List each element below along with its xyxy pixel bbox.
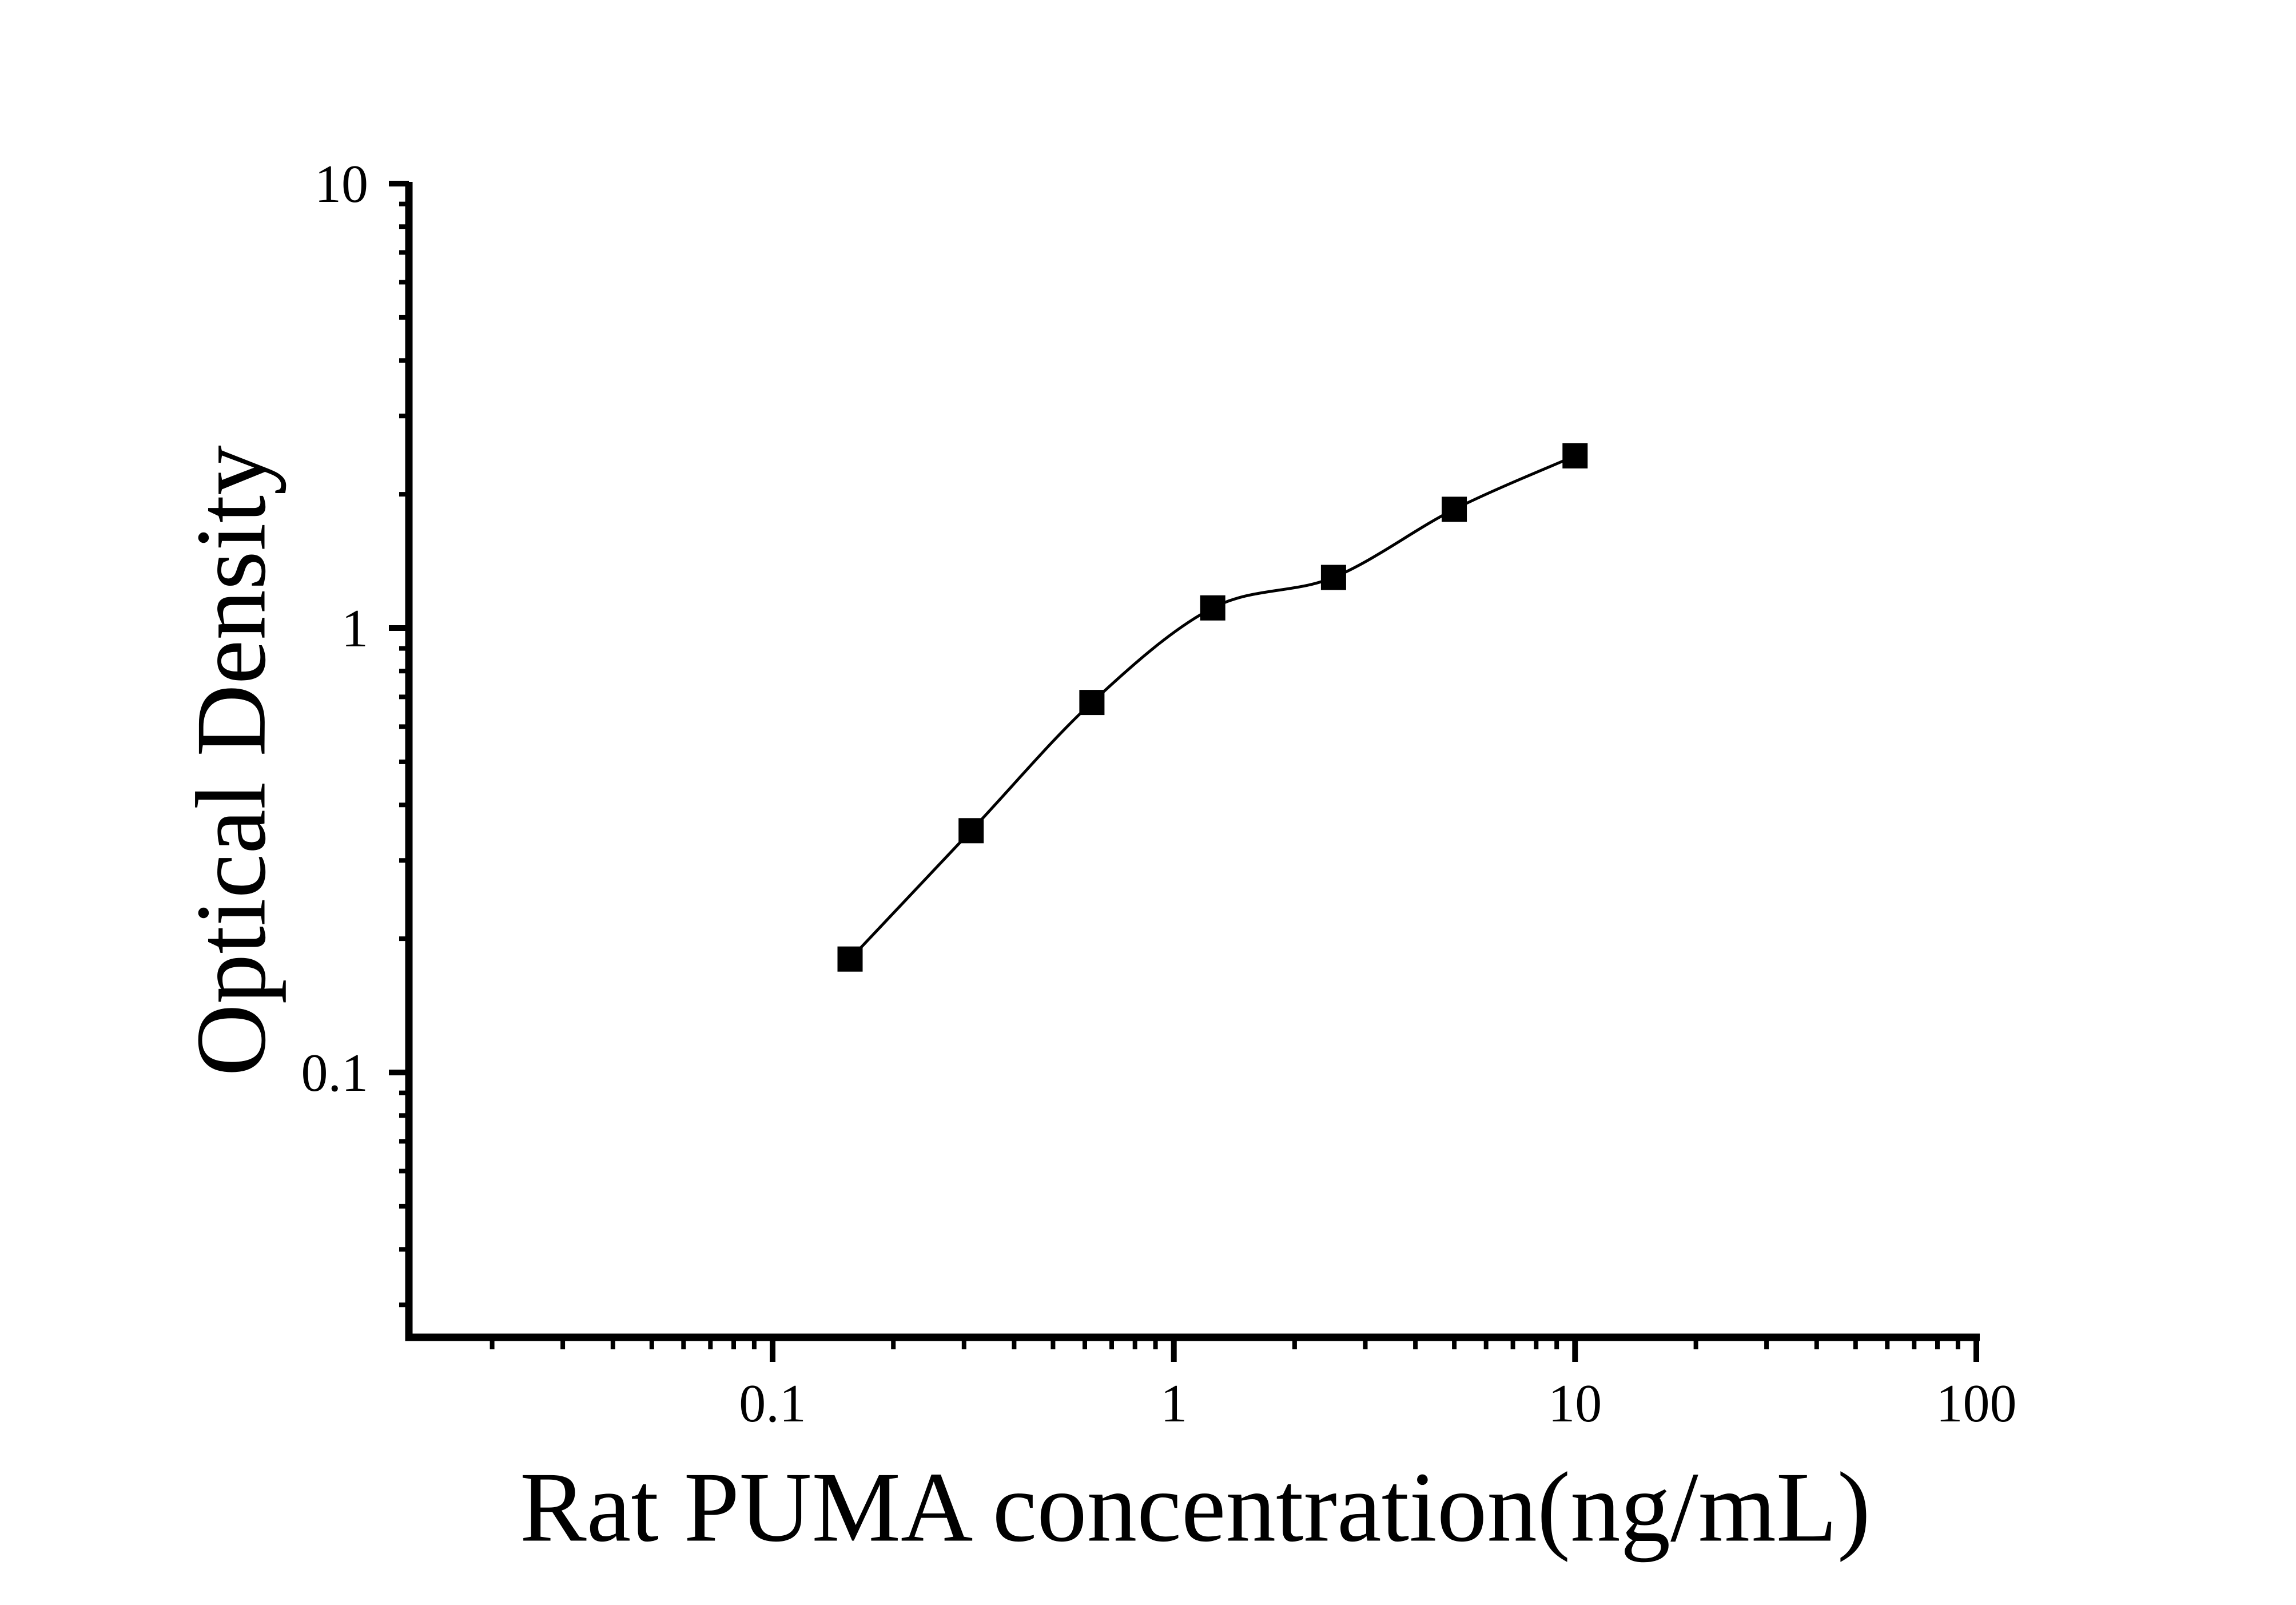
x-tick-label: 1 xyxy=(1160,1374,1187,1433)
data-point-marker xyxy=(1200,595,1225,621)
y-axis-title: Optical Density xyxy=(175,445,286,1076)
x-tick-label: 0.1 xyxy=(739,1374,806,1433)
y-tick-label: 1 xyxy=(341,599,368,658)
y-tick-label: 0.1 xyxy=(301,1043,369,1103)
data-point-marker xyxy=(1442,496,1467,522)
axis-spines xyxy=(405,182,1980,1341)
x-axis: 0.1 1 10 100 xyxy=(490,1337,2017,1433)
x-tick-label: 100 xyxy=(1936,1374,2017,1433)
data-point-marker xyxy=(837,946,863,972)
data-point-marker xyxy=(1079,690,1105,716)
y-axis: 10 1 0.1 xyxy=(301,154,409,1308)
data-point-marker xyxy=(1320,565,1346,590)
x-axis-title: Rat PUMA concentration(ng/mL) xyxy=(519,1451,1871,1563)
x-tick-label: 10 xyxy=(1548,1374,1602,1433)
fit-curve xyxy=(849,454,1576,960)
data-point-marker xyxy=(1562,443,1588,468)
data-point-marker xyxy=(958,818,984,844)
y-tick-label: 10 xyxy=(315,154,368,214)
data-points xyxy=(837,443,1588,972)
